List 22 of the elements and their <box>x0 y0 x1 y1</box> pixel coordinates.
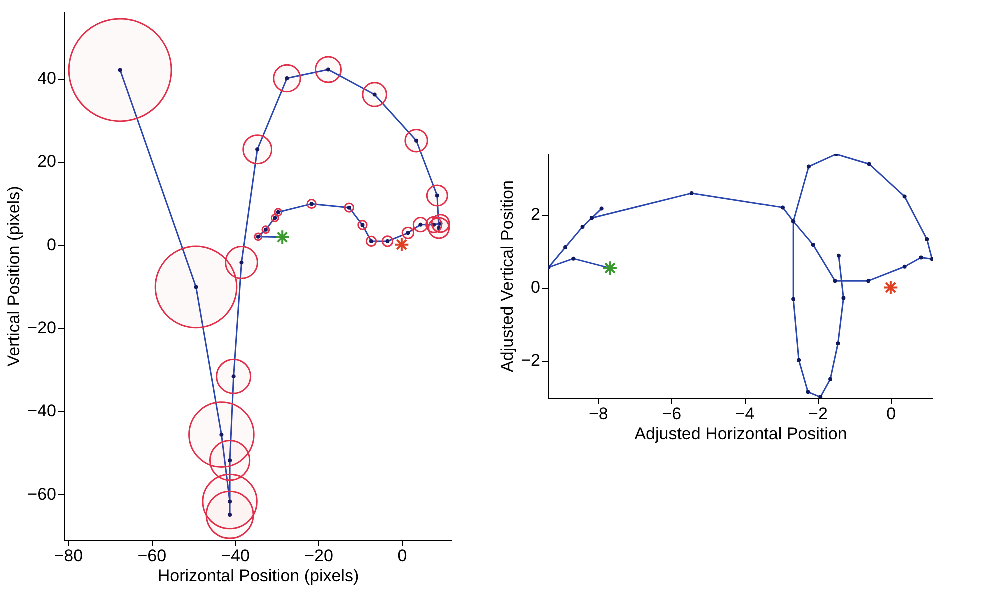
x-tick-label: 0 <box>398 546 408 566</box>
x-tick-label: −40 <box>221 546 250 566</box>
x-tick-label: −6 <box>662 404 682 424</box>
y-tick-label: 0 <box>531 278 540 298</box>
y-axis-title: Vertical Position (pixels) <box>4 186 24 367</box>
x-tick-label: −60 <box>138 546 167 566</box>
x-tick-label: −20 <box>304 546 334 566</box>
y-tick-label: −60 <box>28 484 56 504</box>
y-tick-label: 20 <box>38 152 56 172</box>
y-tick-label: −2 <box>521 351 540 370</box>
x-tick-label: 0 <box>886 404 896 424</box>
y-axis-title: Adjusted Vertical Position <box>498 180 518 372</box>
x-tick-label: −4 <box>735 404 755 424</box>
x-tick-label: −2 <box>808 404 828 424</box>
y-tick-label: −20 <box>28 318 56 338</box>
x-axis-title: Horizontal Position (pixels) <box>158 566 360 586</box>
x-tick-label: −80 <box>54 546 84 566</box>
x-tick-label: −8 <box>588 404 608 424</box>
y-tick-label: 40 <box>38 69 56 88</box>
x-axis-title: Adjusted Horizontal Position <box>634 424 848 444</box>
y-tick-label: 0 <box>47 235 56 254</box>
y-tick-label: 2 <box>531 205 540 224</box>
